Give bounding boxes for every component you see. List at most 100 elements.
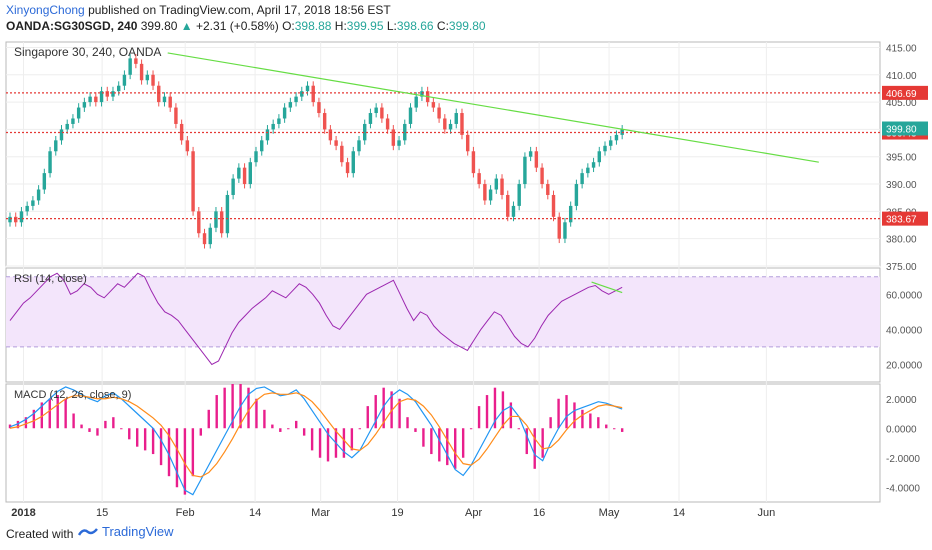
candle-body xyxy=(71,118,75,124)
macd-histogram-bar xyxy=(175,428,179,488)
candle-body xyxy=(574,184,579,206)
candle-body xyxy=(54,140,58,152)
open-value: 398.88 xyxy=(294,19,332,33)
macd-histogram-bar xyxy=(279,428,282,432)
published-info: published on TradingView.com, April 17, … xyxy=(88,3,391,17)
macd-histogram-bar xyxy=(318,428,322,458)
tradingview-logo-icon xyxy=(78,527,98,536)
candle-body xyxy=(328,129,333,141)
macd-histogram-bar xyxy=(143,428,147,451)
brand-label: TradingView xyxy=(102,524,174,539)
rsi-title: RSI (14, close) xyxy=(14,273,87,285)
candle-body xyxy=(197,211,201,234)
macd-histogram-bar xyxy=(469,428,473,430)
candle-body xyxy=(122,74,127,86)
candle-body xyxy=(563,222,567,239)
candle-body xyxy=(368,113,373,124)
macd-histogram-bar xyxy=(271,424,274,429)
close-label: C: xyxy=(436,19,449,33)
macd-title: MACD (12, 26, close, 9) xyxy=(14,389,131,401)
macd-y-tick-label: 0.0000 xyxy=(886,424,917,435)
macd-histogram-bar xyxy=(573,402,576,429)
candle-body xyxy=(237,167,241,179)
macd-histogram-bar xyxy=(326,428,330,462)
macd-histogram-bar xyxy=(493,387,497,429)
macd-histogram-bar xyxy=(613,428,616,430)
candle-body xyxy=(208,227,212,245)
macd-histogram-bar xyxy=(541,428,544,458)
candle-body xyxy=(437,107,441,119)
x-tick-label: 19 xyxy=(391,507,403,519)
pane-frame-macd xyxy=(5,383,881,503)
macd-histogram-bar xyxy=(191,428,195,477)
candle-body xyxy=(151,74,155,86)
candle-body xyxy=(59,129,64,141)
macd-histogram-bar xyxy=(310,428,314,451)
candle-body xyxy=(282,107,287,119)
trend-line xyxy=(167,52,819,163)
candle-body xyxy=(277,118,281,124)
candle-body xyxy=(597,151,601,163)
macd-histogram-bar xyxy=(557,398,560,429)
symbol[interactable]: OANDA:SG30SGD, 240 xyxy=(6,19,138,33)
macd-histogram-bar xyxy=(72,413,75,429)
low-label: L: xyxy=(386,19,397,33)
candle-body xyxy=(374,107,378,114)
candle-body xyxy=(88,96,92,103)
macd-histogram-bar xyxy=(215,395,218,429)
candle-body xyxy=(128,58,132,75)
rsi-trend-line xyxy=(591,281,623,294)
candle-body xyxy=(500,178,504,195)
candle-body xyxy=(357,140,361,152)
macd-histogram-bar xyxy=(454,428,457,469)
candle-body xyxy=(471,151,476,174)
macd-histogram-bar xyxy=(120,428,123,430)
macd-histogram-bar xyxy=(366,406,369,429)
candle-body xyxy=(174,107,178,124)
macd-y-tick-label: -2.0000 xyxy=(886,454,920,465)
candle-body xyxy=(225,194,230,234)
y-tick-label: 390.00 xyxy=(886,180,917,191)
tradingview-brand[interactable]: TradingView xyxy=(78,524,174,539)
candle-body xyxy=(351,151,355,174)
macd-histogram-bar xyxy=(549,417,552,429)
high-label: H: xyxy=(334,19,347,33)
candle-body xyxy=(271,123,275,130)
macd-histogram-bar xyxy=(438,428,441,462)
candle-body xyxy=(94,96,98,103)
close-value: 399.80 xyxy=(448,19,486,33)
author-link[interactable]: XinyongChong xyxy=(6,3,85,17)
macd-histogram-bar xyxy=(620,428,624,432)
macd-histogram-bar xyxy=(247,387,250,429)
candle-body xyxy=(517,184,521,206)
y-tick-label: 415.00 xyxy=(886,43,917,54)
y-tick-label: 410.00 xyxy=(886,71,917,82)
low-value: 398.66 xyxy=(396,19,434,33)
x-tick-label: Apr xyxy=(465,507,482,519)
macd-histogram-bar xyxy=(16,420,20,429)
candle-body xyxy=(305,85,310,92)
candle-body xyxy=(443,118,447,130)
candle-body xyxy=(139,63,144,81)
candle-body xyxy=(254,151,258,163)
candle-body xyxy=(134,58,138,64)
macd-histogram-bar xyxy=(525,428,528,455)
macd-histogram-bar xyxy=(430,428,433,455)
candle-body xyxy=(580,173,584,185)
macd-histogram-bar xyxy=(48,398,51,429)
candle-body xyxy=(185,140,190,152)
macd-histogram-bar xyxy=(295,420,298,429)
candle-body xyxy=(202,233,207,245)
candle-body xyxy=(568,205,573,223)
candle-body xyxy=(540,167,544,185)
macd-histogram-bar xyxy=(358,428,362,430)
candle-body xyxy=(145,74,150,81)
macd-histogram-bar xyxy=(485,395,489,429)
chart-area[interactable]: 2018 15 Feb 14 Mar 19 Apr 16 May 14 Jun 375.00 380.0… xyxy=(0,36,932,520)
macd-histogram-bar xyxy=(207,409,210,429)
candle-body xyxy=(506,194,510,217)
macd-histogram-bar xyxy=(151,428,155,455)
macd-histogram-bar xyxy=(406,417,409,429)
candle-body xyxy=(511,205,516,217)
macd-histogram-bar xyxy=(302,428,306,436)
